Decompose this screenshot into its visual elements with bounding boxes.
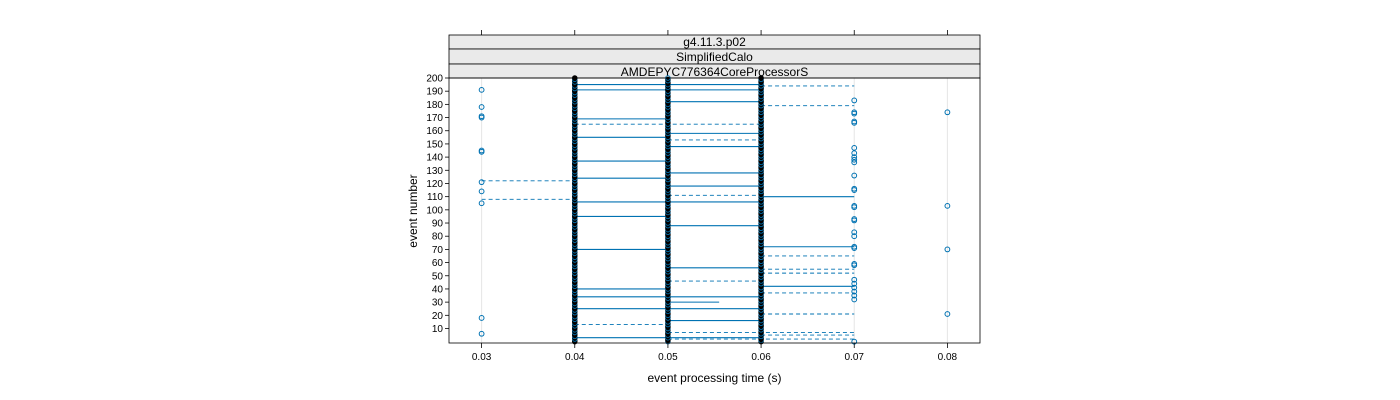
- outlier-point: [851, 202, 858, 209]
- outlier-point: [851, 243, 858, 250]
- outlier-point: [851, 260, 858, 267]
- outlier-point: [478, 315, 485, 321]
- top-axis-ticks: [481, 30, 948, 35]
- outlier-point: [478, 104, 485, 110]
- outlier-point: [851, 185, 858, 192]
- outlier-point: [478, 179, 485, 186]
- y-tick-label: 100: [426, 205, 443, 216]
- outlier-point: [478, 86, 485, 93]
- outlier-point: [851, 109, 858, 116]
- outlier-point: [851, 280, 858, 287]
- y-tick-label: 80: [432, 232, 444, 243]
- outlier-point: [944, 202, 951, 209]
- strip-3: AMDEPYC776364CoreProcessorS: [448, 63, 981, 79]
- strip-1: g4.11.3.p02: [448, 34, 981, 50]
- y-tick-label: 110: [427, 192, 443, 203]
- outlier-point: [478, 113, 485, 120]
- y-tick-label: 90: [432, 219, 444, 230]
- outlier-point: [944, 311, 951, 317]
- outlier-point: [851, 97, 858, 104]
- grid-lines: [481, 78, 948, 343]
- outlier-point: [478, 200, 485, 207]
- outlier-point: [851, 296, 858, 303]
- x-axis-label: event processing time (s): [647, 371, 781, 385]
- outlier-point: [851, 233, 858, 240]
- y-tick-label: 200: [426, 74, 443, 85]
- outlier-point: [851, 276, 858, 283]
- y-tick-label: 170: [426, 113, 443, 124]
- outlier-point: [851, 118, 858, 125]
- y-tick-label: 50: [432, 271, 444, 282]
- x-axis: 0.03 0.04 0.05 0.06 0.07 0.08: [472, 343, 958, 363]
- strip-2-label: SimplifiedCalo: [676, 50, 753, 64]
- strip-3-label: AMDEPYC776364CoreProcessorS: [621, 65, 808, 79]
- x-tick-label: 0.08: [938, 352, 958, 363]
- outlier-point: [851, 144, 858, 151]
- y-axis-label: event number: [406, 174, 420, 247]
- y-tick-label: 160: [426, 126, 443, 137]
- outlier-point: [851, 172, 858, 179]
- y-tick-label: 40: [432, 284, 444, 295]
- strip-1-label: g4.11.3.p02: [683, 35, 746, 49]
- y-tick-label: 10: [432, 324, 444, 335]
- strip-2: SimplifiedCalo: [448, 48, 981, 65]
- outlier-point: [851, 154, 858, 161]
- outlier-point: [851, 156, 858, 163]
- x-tick-label: 0.04: [565, 352, 585, 363]
- outlier-point: [851, 288, 858, 295]
- x-tick-label: 0.07: [845, 352, 865, 363]
- y-tick-label: 140: [426, 153, 443, 164]
- y-tick-label: 20: [432, 311, 444, 322]
- y-tick-label: 70: [432, 245, 444, 256]
- y-tick-label: 120: [426, 179, 443, 190]
- outlier-point: [478, 147, 485, 154]
- x-tick-label: 0.05: [658, 352, 678, 363]
- outlier-point: [944, 246, 951, 253]
- y-tick-label: 150: [426, 139, 443, 150]
- y-tick-label: 30: [432, 298, 444, 309]
- x-tick-label: 0.06: [751, 352, 771, 363]
- plot-panel-border: [448, 77, 981, 344]
- outlier-point: [851, 292, 858, 299]
- outlier-point: [478, 188, 485, 195]
- data-layer: [478, 75, 951, 345]
- outlier-point: [944, 109, 951, 116]
- outlier-point: [851, 229, 858, 236]
- y-axis: 10 20 30 40 50 60 70 80 90 100 110 120 130 140 150 160 1…: [426, 74, 449, 335]
- outlier-point: [478, 330, 485, 337]
- outlier-point: [851, 284, 858, 291]
- x-tick-label: 0.03: [472, 352, 492, 363]
- y-tick-label: 60: [432, 258, 444, 269]
- y-tick-label: 180: [426, 100, 443, 111]
- y-tick-label: 130: [426, 166, 443, 177]
- outlier-point: [851, 216, 858, 222]
- y-tick-label: 190: [426, 87, 443, 98]
